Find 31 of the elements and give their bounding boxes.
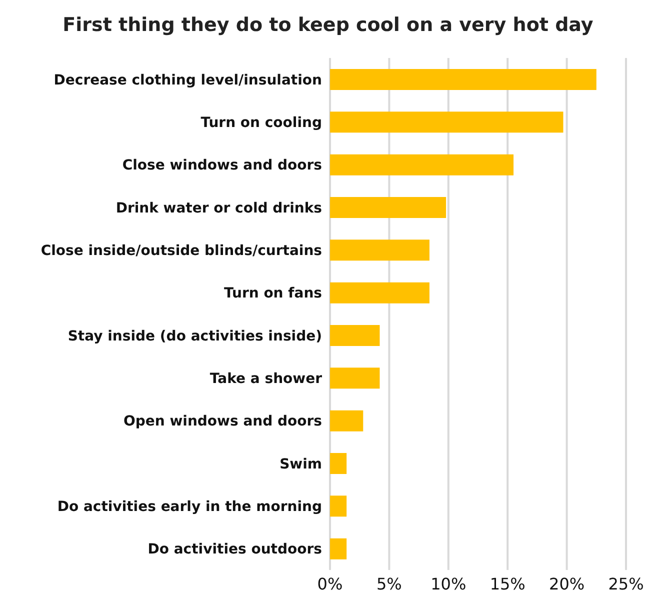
- bar: [330, 538, 347, 560]
- y-tick-label: Take a shower: [210, 370, 322, 387]
- bar: [330, 154, 514, 176]
- y-tick-label: Turn on cooling: [200, 114, 322, 131]
- bar: [330, 282, 430, 304]
- bar: [330, 410, 364, 432]
- bar: [330, 112, 564, 133]
- y-tick-label: Drink water or cold drinks: [116, 200, 322, 216]
- y-tick-label: Decrease clothing level/insulation: [54, 72, 322, 88]
- bar: [330, 69, 596, 90]
- y-tick-label: Do activities early in the morning: [57, 498, 322, 515]
- y-tick-label: Close windows and doors: [122, 158, 322, 174]
- bar: [330, 496, 347, 517]
- x-tick-label: 15%: [490, 574, 526, 594]
- bar: [330, 240, 430, 261]
- x-tick-label: 5%: [376, 574, 402, 594]
- y-tick-label: Turn on fans: [224, 286, 322, 302]
- x-tick-label: 25%: [608, 574, 644, 594]
- y-tick-label: Open windows and doors: [123, 414, 322, 430]
- y-tick-label: Do activities outdoors: [148, 542, 322, 558]
- x-tick-label: 20%: [549, 574, 585, 594]
- x-tick-label: 0%: [317, 574, 343, 594]
- bar: [330, 453, 347, 474]
- y-tick-label: Stay inside (do activities inside): [68, 328, 322, 344]
- chart-title: First thing they do to keep cool on a very hot day: [62, 13, 594, 38]
- x-tick-label: 10%: [430, 574, 466, 594]
- bar: [330, 368, 380, 389]
- y-tick-label: Swim: [280, 456, 322, 472]
- bar: [330, 325, 380, 346]
- bar: [330, 197, 446, 218]
- y-tick-label: Close inside/outside blinds/curtains: [40, 242, 322, 259]
